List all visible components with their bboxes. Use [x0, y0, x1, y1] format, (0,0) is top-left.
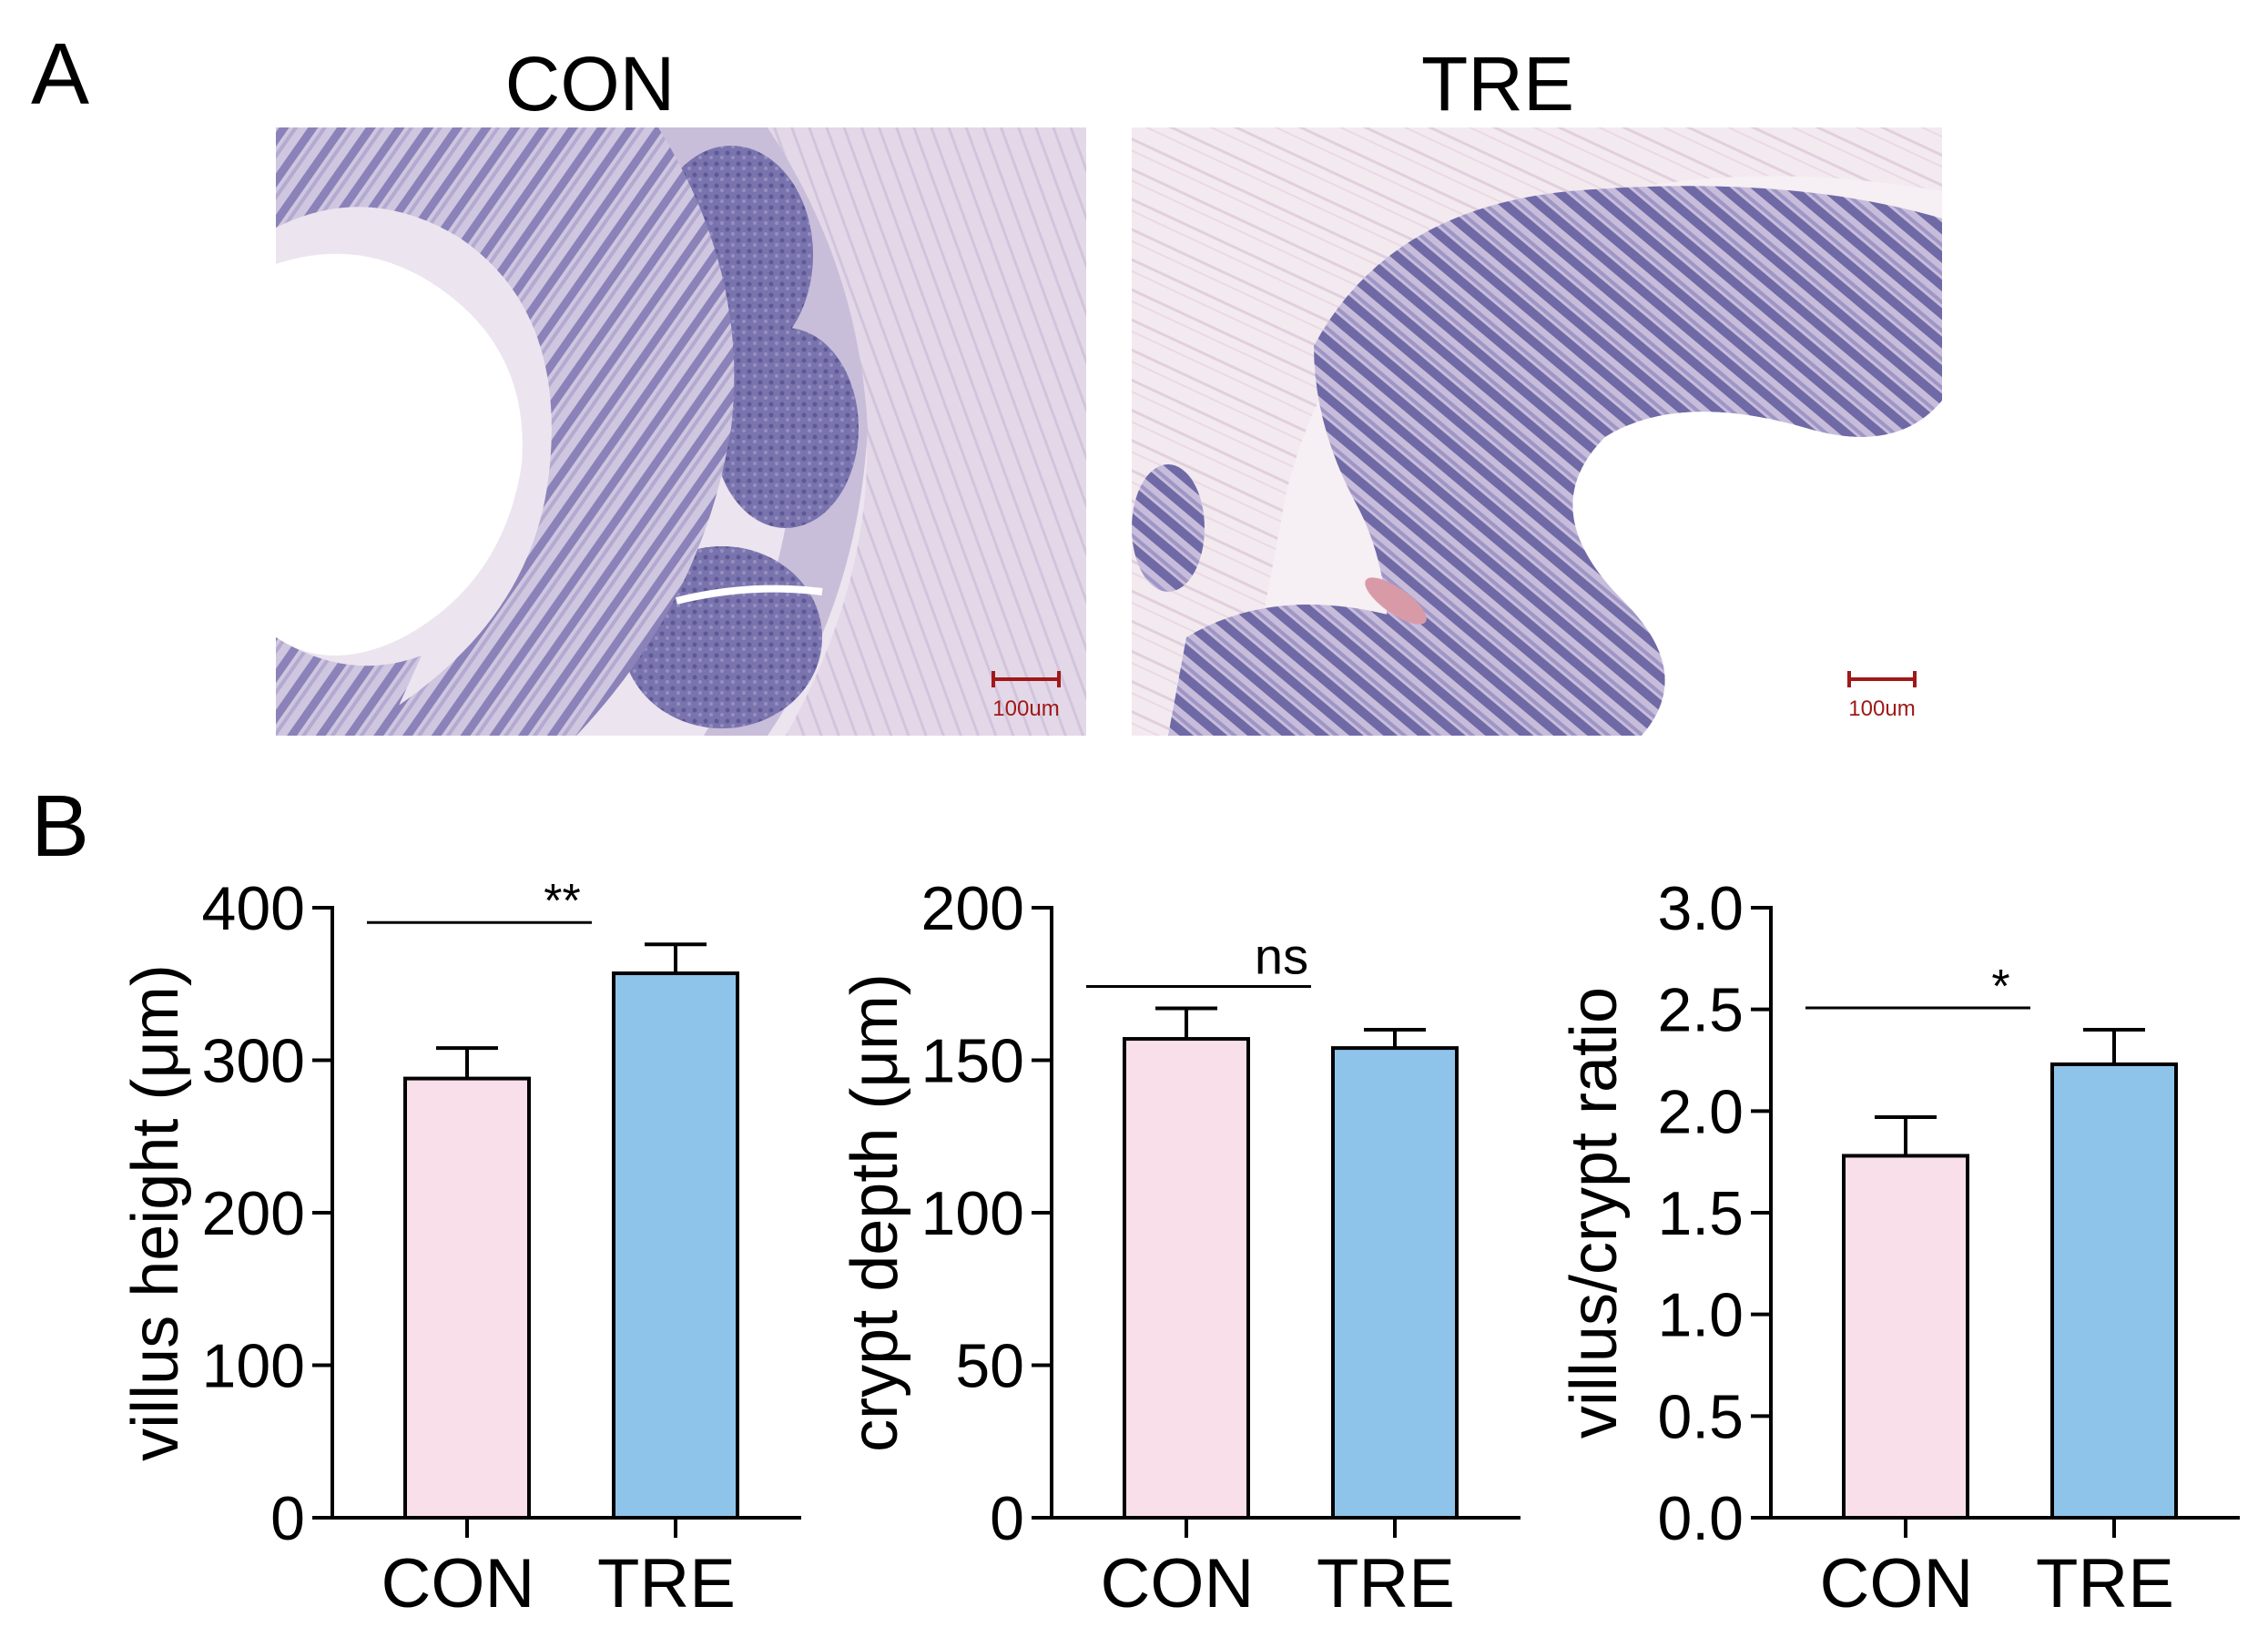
- x-tick-label-tre: TRE: [2036, 1545, 2174, 1622]
- y-tick-label: 2.0: [1657, 1077, 1744, 1146]
- image-title-con: CON: [504, 41, 676, 127]
- bar-tre: [2050, 1062, 2178, 1520]
- image-title-tre: TRE: [1421, 41, 1574, 127]
- y-tick-label: 1.5: [1657, 1179, 1744, 1248]
- scale-bar-con: 100um: [992, 671, 1061, 721]
- chart-villus-crypt-ratio: villus/crypt ratio 0.0 0.5 1.0 1.5 2.0 2.5 3.0 C…: [1520, 856, 2249, 1632]
- y-tick-label: 3.0: [1657, 874, 1744, 943]
- significance-label: ns: [1255, 928, 1308, 985]
- bar-tre: [1331, 1046, 1459, 1520]
- y-tick-label: 100: [921, 1179, 1024, 1248]
- y-tick-label: 100: [202, 1332, 305, 1401]
- bar-con: [1842, 1154, 1969, 1520]
- y-tick-label: 150: [921, 1027, 1024, 1096]
- x-tick-label-tre: TRE: [1317, 1545, 1455, 1622]
- bar-con: [1123, 1037, 1250, 1520]
- panel-label-a: A: [31, 25, 90, 123]
- y-tick-label: 0: [990, 1484, 1024, 1553]
- y-tick-label: 200: [921, 874, 1024, 943]
- panel-label-b: B: [31, 778, 90, 875]
- y-tick-label: 0.0: [1657, 1484, 1744, 1553]
- micrograph-tre: 100um: [1132, 127, 1942, 736]
- y-tick-label: 200: [202, 1179, 305, 1248]
- y-tick-label: 0: [270, 1484, 305, 1553]
- y-tick-label: 0.5: [1657, 1382, 1744, 1451]
- y-axis-label: villus/crypt ratio: [1558, 987, 1631, 1439]
- scale-bar-label-con: 100um: [992, 696, 1059, 721]
- y-tick-label: 2.5: [1657, 976, 1744, 1045]
- micrograph-con: 100um: [276, 127, 1086, 736]
- x-tick-label-con: CON: [1101, 1545, 1255, 1622]
- chart-crypt-depth: crypt depth (μm) 0 50 100 150 200 CON TRE ns: [801, 856, 1530, 1632]
- bar-tre: [612, 971, 739, 1520]
- x-tick-label-con: CON: [1820, 1545, 1974, 1622]
- scale-bar-label-tre: 100um: [1848, 696, 1915, 721]
- y-axis-label: crypt depth (μm): [839, 973, 911, 1452]
- y-tick-label: 50: [955, 1332, 1024, 1401]
- y-tick-label: 400: [202, 874, 305, 943]
- scale-bar-tre: 100um: [1847, 671, 1917, 721]
- x-tick-label-tre: TRE: [597, 1545, 736, 1622]
- x-tick-label-con: CON: [381, 1545, 535, 1622]
- y-axis-label: villus height (μm): [119, 964, 192, 1461]
- chart-villus-height: villus height (μm) 0 100 200 300 400 CON TRE **: [82, 856, 810, 1632]
- bar-con: [403, 1076, 531, 1520]
- significance-label: *: [1991, 961, 2009, 1013]
- y-tick-label: 300: [202, 1027, 305, 1096]
- y-tick-label: 1.0: [1657, 1281, 1744, 1350]
- significance-label: **: [544, 875, 580, 928]
